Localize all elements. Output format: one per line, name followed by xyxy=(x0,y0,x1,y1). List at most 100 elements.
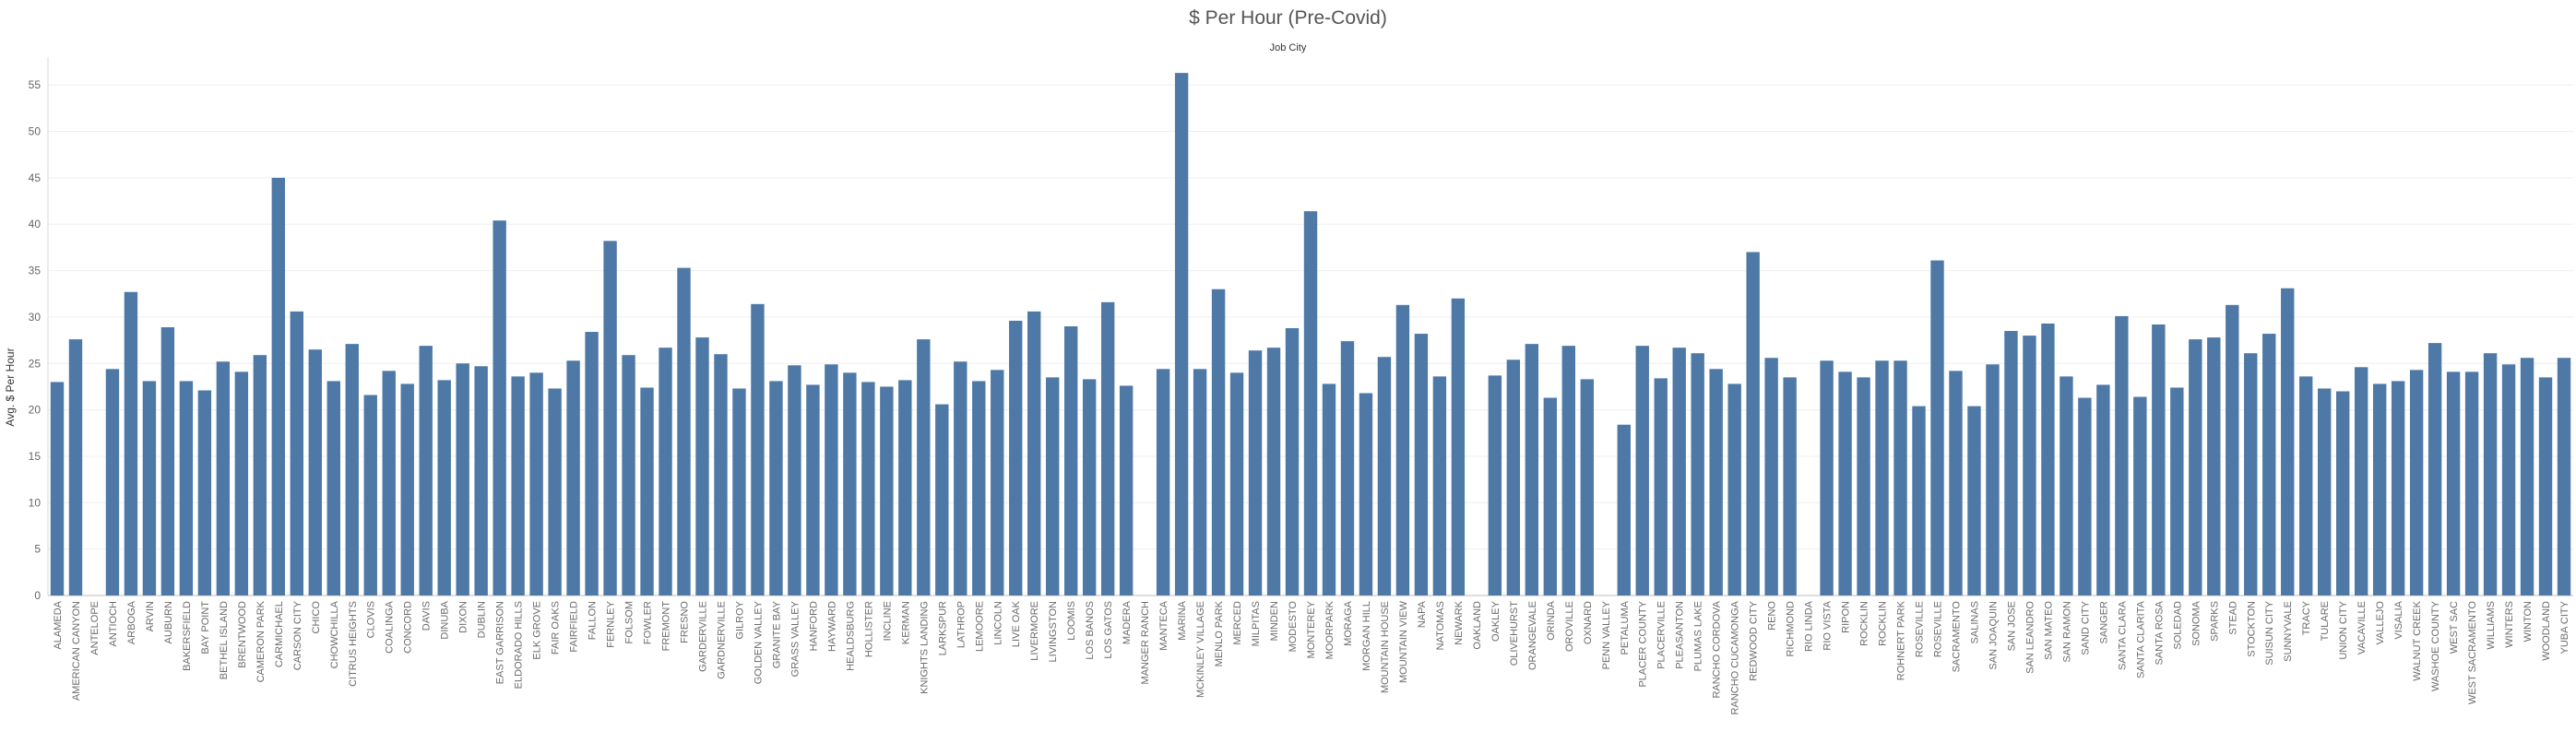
bar[interactable] xyxy=(105,369,120,595)
bar[interactable] xyxy=(2115,315,2129,595)
bar[interactable] xyxy=(1211,289,1226,595)
bar[interactable] xyxy=(1395,304,1410,595)
bar[interactable] xyxy=(1654,378,1668,595)
bar[interactable] xyxy=(124,291,138,595)
bar[interactable] xyxy=(2428,343,2442,595)
bar[interactable] xyxy=(400,383,414,595)
bar[interactable] xyxy=(493,220,506,595)
bar[interactable] xyxy=(1709,369,1723,595)
bar[interactable] xyxy=(2170,387,2184,595)
bar[interactable] xyxy=(1119,385,1134,595)
bar[interactable] xyxy=(1340,341,1355,595)
bar[interactable] xyxy=(437,380,451,595)
bar[interactable] xyxy=(566,360,580,595)
bar[interactable] xyxy=(2391,381,2405,595)
bar[interactable] xyxy=(1156,369,1170,595)
bar[interactable] xyxy=(197,390,212,595)
bar[interactable] xyxy=(1764,358,1778,595)
bar[interactable] xyxy=(1986,364,2000,595)
bar[interactable] xyxy=(456,363,469,595)
bar[interactable] xyxy=(806,384,820,595)
bar[interactable] xyxy=(234,371,249,595)
bar[interactable] xyxy=(2078,397,2092,595)
bar[interactable] xyxy=(216,361,231,595)
bar[interactable] xyxy=(880,386,894,595)
bar[interactable] xyxy=(714,354,728,595)
bar[interactable] xyxy=(695,337,709,595)
bar[interactable] xyxy=(253,355,267,595)
bar[interactable] xyxy=(2354,367,2368,595)
bar[interactable] xyxy=(2299,376,2313,595)
bar[interactable] xyxy=(1746,252,1760,595)
bar[interactable] xyxy=(179,381,194,595)
bar[interactable] xyxy=(2096,384,2110,595)
bar[interactable] xyxy=(898,380,912,595)
bar[interactable] xyxy=(2041,323,2055,595)
bar[interactable] xyxy=(2281,288,2295,595)
bar[interactable] xyxy=(1543,397,1558,595)
bar[interactable] xyxy=(1488,375,1502,595)
bar[interactable] xyxy=(2262,334,2276,595)
bar[interactable] xyxy=(917,339,931,595)
bar[interactable] xyxy=(1912,406,1926,595)
bar[interactable] xyxy=(2409,370,2424,595)
bar[interactable] xyxy=(991,370,1004,595)
bar[interactable] xyxy=(1561,346,1575,595)
bar[interactable] xyxy=(2464,371,2479,595)
bar[interactable] xyxy=(2004,331,2018,595)
bar[interactable] xyxy=(2060,376,2073,595)
bar[interactable] xyxy=(1046,377,1060,595)
bar[interactable] xyxy=(548,388,562,595)
bar[interactable] xyxy=(50,382,65,595)
bar[interactable] xyxy=(1027,311,1041,595)
bar[interactable] xyxy=(419,346,433,595)
bar[interactable] xyxy=(751,303,765,595)
bar[interactable] xyxy=(2133,396,2147,595)
bar[interactable] xyxy=(1414,334,1429,595)
bar[interactable] xyxy=(1525,344,1539,595)
bar[interactable] xyxy=(2207,337,2221,595)
bar[interactable] xyxy=(1727,383,1741,595)
bar[interactable] xyxy=(326,381,340,595)
bar[interactable] xyxy=(1691,353,1704,595)
bar[interactable] xyxy=(2152,324,2166,595)
bar[interactable] xyxy=(2244,353,2258,595)
bar[interactable] xyxy=(511,376,525,595)
bar[interactable] xyxy=(382,371,396,595)
bar[interactable] xyxy=(2318,388,2332,595)
bar[interactable] xyxy=(1635,346,1649,595)
bar[interactable] xyxy=(1838,371,1852,595)
bar[interactable] xyxy=(2557,358,2571,595)
bar[interactable] xyxy=(1266,348,1281,595)
bar[interactable] xyxy=(1193,369,1207,595)
bar[interactable] xyxy=(1580,379,1594,595)
bar[interactable] xyxy=(2483,353,2498,595)
bar[interactable] xyxy=(732,388,746,595)
bar[interactable] xyxy=(861,382,875,595)
bar[interactable] xyxy=(2446,371,2461,595)
bar[interactable] xyxy=(529,372,543,595)
bar[interactable] xyxy=(1930,260,1944,595)
bar[interactable] xyxy=(1893,360,1907,595)
bar[interactable] xyxy=(1672,348,1686,595)
bar[interactable] xyxy=(640,387,654,595)
bar[interactable] xyxy=(68,339,83,595)
bar[interactable] xyxy=(1783,377,1797,595)
bar[interactable] xyxy=(954,361,967,595)
bar[interactable] xyxy=(1506,360,1521,595)
bar[interactable] xyxy=(1857,377,1870,595)
bar[interactable] xyxy=(1377,357,1392,595)
bar[interactable] xyxy=(2520,358,2534,595)
bar[interactable] xyxy=(1820,360,1834,595)
bar[interactable] xyxy=(1100,301,1115,595)
bar[interactable] xyxy=(1303,211,1318,595)
bar[interactable] xyxy=(2226,304,2239,595)
bar[interactable] xyxy=(1949,371,1963,595)
bar[interactable] xyxy=(935,404,949,595)
bar[interactable] xyxy=(825,364,838,595)
bar[interactable] xyxy=(1359,393,1373,596)
bar[interactable] xyxy=(142,381,157,595)
bar[interactable] xyxy=(2372,383,2387,595)
bar[interactable] xyxy=(2335,391,2350,595)
bar[interactable] xyxy=(2538,377,2553,595)
